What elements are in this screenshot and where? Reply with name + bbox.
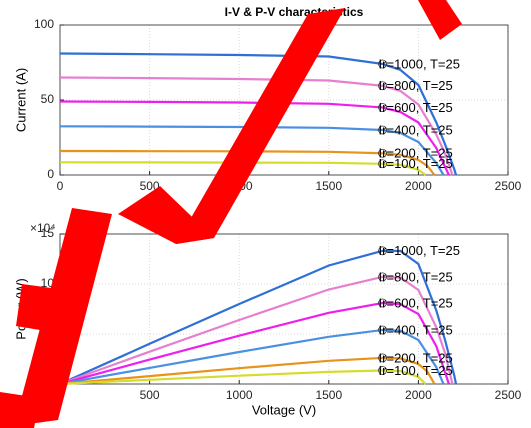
- point-marker: [378, 125, 387, 135]
- curve-label: Ir=800, T=25: [379, 269, 453, 284]
- y-tick-label: 0: [47, 167, 54, 181]
- point-marker: [378, 325, 387, 335]
- red-stroke: [0, 392, 40, 428]
- curve: [59, 328, 445, 386]
- point-marker: [378, 246, 387, 256]
- y-tick-label: 50: [41, 92, 55, 106]
- curve: [59, 301, 450, 386]
- curve: [59, 369, 427, 386]
- curve-label: Ir=100, T=25: [379, 363, 453, 378]
- x-tick-label: 1500: [315, 179, 342, 193]
- x-tick-label: 2500: [495, 388, 522, 402]
- point-marker: [378, 353, 387, 363]
- curve: [59, 249, 458, 386]
- x-tick-label: 1500: [315, 388, 342, 402]
- y-exponent: ×10⁴: [30, 221, 56, 235]
- curve: [59, 149, 436, 176]
- red-stroke: [16, 284, 66, 332]
- y-tick-label: 15: [41, 226, 55, 240]
- point-marker: [378, 148, 387, 158]
- curve: [59, 100, 450, 176]
- curve: [59, 275, 454, 386]
- x-axis-label: Voltage (V): [252, 402, 316, 417]
- curve-label: Ir=100, T=25: [379, 156, 453, 171]
- plot-area: [60, 234, 508, 384]
- curve-label: Ir=1000, T=25: [379, 56, 460, 71]
- curve: [59, 161, 427, 176]
- x-tick-label: 1000: [226, 388, 253, 402]
- x-tick-label: 2500: [495, 179, 522, 193]
- axes-box: [59, 24, 509, 176]
- red-stroke: [418, 0, 462, 40]
- point-marker: [378, 366, 387, 375]
- curve-label: Ir=1000, T=25: [379, 243, 460, 258]
- curve-label: Ir=400, T=25: [379, 322, 453, 337]
- x-tick-label: 2000: [405, 388, 432, 402]
- red-annotation: [0, 0, 462, 428]
- chart-title: I-V & P-V characteristics: [225, 5, 364, 19]
- x-tick-label: 0: [57, 179, 64, 193]
- curve: [59, 76, 454, 176]
- red-stroke: [14, 208, 112, 426]
- point-marker: [378, 81, 387, 91]
- x-tick-label: 500: [140, 388, 160, 402]
- curve: [59, 356, 436, 386]
- curve-label: Ir=600, T=25: [379, 295, 453, 310]
- curve: [59, 125, 445, 176]
- y-axis-label: Current (A): [13, 68, 28, 132]
- point-marker: [378, 272, 387, 282]
- point-marker: [378, 298, 387, 308]
- y-tick-label: 100: [34, 17, 54, 31]
- red-stroke: [118, 186, 214, 244]
- curve: [59, 52, 458, 176]
- point-marker: [378, 59, 387, 69]
- curve-label: Ir=200, T=25: [379, 146, 453, 161]
- red-stroke: [176, 8, 345, 244]
- y-tick-label: 10: [41, 276, 55, 290]
- point-marker: [378, 159, 387, 169]
- point-marker: [378, 103, 387, 112]
- curve-label: Ir=200, T=25: [379, 350, 453, 365]
- curve-label: Ir=800, T=25: [379, 78, 453, 93]
- curve-label: Ir=600, T=25: [379, 100, 453, 115]
- x-tick-label: 2000: [405, 179, 432, 193]
- curve-label: Ir=400, T=25: [379, 122, 453, 137]
